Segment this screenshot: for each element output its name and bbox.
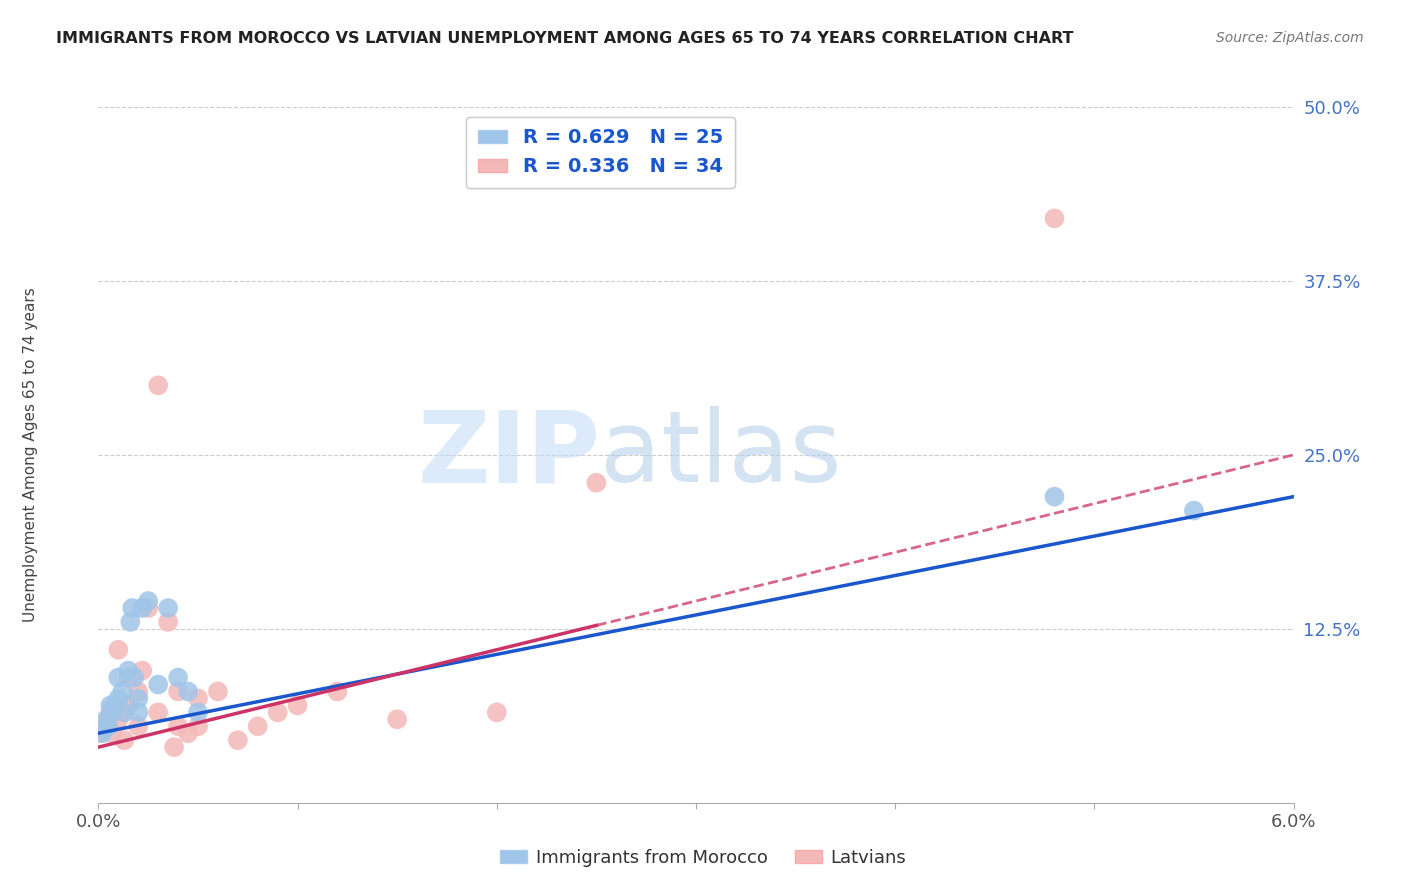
Point — [96, 712, 118, 726]
Point — [101, 726, 124, 740]
Point — [127, 706, 149, 720]
Point — [167, 684, 190, 698]
Point — [107, 691, 129, 706]
Point — [1182, 503, 1205, 517]
Text: atlas: atlas — [600, 407, 842, 503]
Point — [91, 726, 114, 740]
Point — [485, 706, 508, 720]
Text: Source: ZipAtlas.com: Source: ZipAtlas.com — [1216, 31, 1364, 45]
Point — [267, 706, 290, 720]
Text: IMMIGRANTS FROM MOROCCO VS LATVIAN UNEMPLOYMENT AMONG AGES 65 TO 74 YEARS CORREL: IMMIGRANTS FROM MOROCCO VS LATVIAN UNEMP… — [56, 31, 1074, 46]
Point — [157, 601, 180, 615]
Point — [157, 615, 180, 629]
Point — [131, 664, 153, 678]
Point — [117, 671, 139, 685]
Point — [287, 698, 309, 713]
Point — [148, 706, 170, 720]
Point — [167, 719, 190, 733]
Legend: Immigrants from Morocco, Latvians: Immigrants from Morocco, Latvians — [492, 842, 914, 874]
Point — [585, 475, 607, 490]
Point — [1043, 490, 1066, 504]
Point — [187, 706, 209, 720]
Point — [93, 719, 115, 733]
Point — [131, 601, 153, 615]
Point — [136, 601, 159, 615]
Point — [121, 601, 143, 615]
Point — [117, 664, 139, 678]
Point — [103, 698, 125, 713]
Point — [226, 733, 249, 747]
Point — [385, 712, 409, 726]
Point — [127, 719, 149, 733]
Point — [1043, 211, 1066, 226]
Point — [89, 726, 111, 740]
Point — [148, 378, 170, 392]
Point — [207, 684, 229, 698]
Point — [112, 733, 135, 747]
Text: Unemployment Among Ages 65 to 74 years: Unemployment Among Ages 65 to 74 years — [24, 287, 38, 623]
Point — [111, 706, 134, 720]
Point — [97, 719, 120, 733]
Point — [97, 712, 120, 726]
Point — [107, 671, 129, 685]
Point — [167, 671, 190, 685]
Point — [112, 706, 135, 720]
Point — [111, 684, 134, 698]
Point — [136, 594, 159, 608]
Point — [187, 691, 209, 706]
Point — [177, 684, 200, 698]
Point — [107, 642, 129, 657]
Point — [107, 712, 129, 726]
Point — [98, 706, 122, 720]
Point — [127, 691, 149, 706]
Point — [117, 698, 139, 713]
Point — [148, 677, 170, 691]
Point — [177, 726, 200, 740]
Point — [246, 719, 269, 733]
Legend: R = 0.629   N = 25, R = 0.336   N = 34: R = 0.629 N = 25, R = 0.336 N = 34 — [467, 117, 734, 188]
Point — [98, 698, 122, 713]
Point — [120, 615, 142, 629]
Point — [127, 684, 149, 698]
Point — [187, 719, 209, 733]
Text: ZIP: ZIP — [418, 407, 600, 503]
Point — [326, 684, 349, 698]
Point — [101, 706, 124, 720]
Point — [124, 671, 146, 685]
Point — [163, 740, 186, 755]
